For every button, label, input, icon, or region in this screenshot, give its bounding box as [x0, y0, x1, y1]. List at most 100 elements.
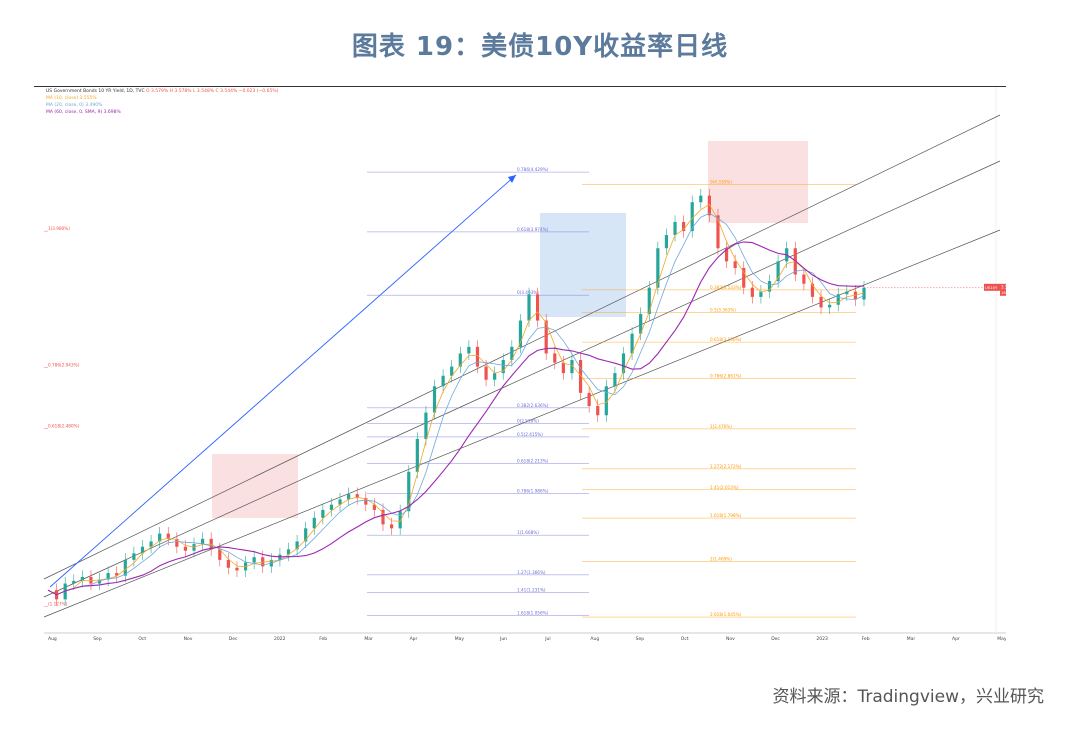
candle-body: [647, 287, 651, 314]
candle-body: [381, 509, 385, 525]
x-tick-label: Sep: [93, 636, 102, 642]
x-tick-label: Aug: [590, 636, 599, 642]
x-tick-label: Apr: [952, 636, 960, 642]
candle-body: [115, 573, 119, 576]
ma3-legend: MA (60, close, 0, SMA, 9) 3.698%: [46, 110, 121, 115]
candle-body: [286, 549, 291, 555]
fib-mid-label: 1(1.668%): [517, 530, 539, 535]
candle-body: [432, 386, 437, 413]
fib-left-label: 0.618(2.480%): [48, 423, 80, 428]
fib-mid-label: 1.618(1.056%): [517, 611, 549, 616]
fib-mid-label: 0.618(3.974%): [517, 227, 549, 232]
candle-body: [621, 353, 626, 374]
ohlc-values: O 3.579% H 3.578% L 3.548% C 3.544% −0.0…: [146, 89, 279, 94]
candle-body: [810, 283, 815, 297]
candle-body: [553, 353, 557, 363]
x-tick-label: May: [997, 636, 1006, 642]
last-price-countdown: 16:13:02: [1001, 290, 1006, 295]
candle-body: [707, 195, 711, 216]
candle-body: [441, 375, 445, 387]
channel-line-mid: [43, 160, 1001, 598]
fib-right-label: 1.272(2.172%): [710, 464, 742, 469]
fib-mid-label: 1.27(1.366%): [517, 570, 546, 575]
candle-body: [295, 541, 299, 550]
candle-body: [252, 557, 256, 563]
candle-body: [536, 294, 540, 321]
ma10-line: [47, 203, 865, 596]
candle-body: [587, 392, 591, 407]
candle-body: [664, 235, 669, 249]
candle-body: [862, 287, 866, 300]
x-tick-label: May: [455, 636, 465, 642]
candle-body: [493, 373, 497, 380]
candle-body: [132, 553, 136, 560]
trend-arrow: [49, 174, 517, 588]
candle-body: [80, 576, 84, 581]
candle-body: [158, 533, 162, 542]
candle-body: [415, 438, 419, 472]
top-box: [708, 141, 808, 223]
x-tick-label: Sep: [636, 636, 645, 642]
x-tick-label: Nov: [726, 636, 735, 642]
candle-body: [475, 346, 480, 367]
candle-body: [364, 498, 368, 505]
candle-body: [742, 267, 746, 288]
fib-right-label: 2(1.469%): [710, 556, 732, 561]
fib-mid-label: 0.786(4.429%): [517, 167, 549, 172]
fib-right-label: 0.382(3.533%): [710, 285, 742, 290]
x-tick-label: Apr: [410, 636, 418, 642]
x-tick-label: 2022: [274, 636, 286, 642]
fib-mid-label: 0.786(1.986%): [517, 488, 549, 493]
candle-body: [407, 471, 411, 512]
candle-body: [450, 366, 454, 376]
candle-body: [656, 248, 660, 288]
candle-body: [338, 499, 342, 505]
candle-body: [639, 313, 643, 334]
source-note: 资料来源：Tradingview，兴业研究: [772, 687, 1044, 707]
candle-body: [149, 541, 153, 547]
chart-panel: 54.900%4.750%4.500%4.300%4.100%3.900%3.7…: [34, 86, 1028, 647]
candle-body: [329, 504, 334, 510]
candle-body: [72, 580, 76, 584]
candle-body: [819, 296, 823, 308]
candle-body: [355, 494, 359, 499]
fib-right-label: 0.786(2.861%): [710, 373, 742, 378]
candle-body: [561, 362, 565, 374]
candle-body: [175, 538, 179, 547]
candle-body: [767, 281, 772, 292]
last-symbol-tag: [984, 283, 1000, 291]
yield-chart: 54.900%4.750%4.500%4.300%4.100%3.900%3.7…: [43, 87, 1028, 642]
candle-body: [235, 567, 239, 571]
correction-box: [540, 213, 626, 317]
candle-body: [759, 291, 763, 297]
candle-body: [372, 504, 376, 510]
candle-body: [716, 215, 720, 249]
candle-body: [733, 261, 737, 268]
candle-body: [853, 291, 858, 300]
candle-body: [544, 320, 548, 354]
trend-arrow-head: [508, 175, 516, 183]
fib-left-label: 1(3.980%): [48, 226, 70, 231]
x-tick-label: Dec: [229, 636, 238, 642]
x-tick-label: Oct: [681, 636, 689, 642]
candle-body: [699, 195, 703, 203]
candle-body: [304, 528, 308, 542]
x-tick-label: Oct: [138, 636, 146, 642]
candle-body: [424, 412, 428, 439]
candle-body: [467, 346, 471, 354]
last-symbol-label: US10Y: [985, 285, 998, 290]
candle-body: [673, 221, 677, 236]
candle-body: [226, 559, 230, 568]
x-tick-label: 2023: [816, 636, 828, 642]
candle-body: [321, 509, 325, 518]
last-price-value: 3.549%: [1001, 284, 1006, 289]
candle-body: [845, 291, 849, 295]
fib-right-label: 1.618(1.798%): [710, 513, 742, 518]
ma1-legend: MA (10, close) 3.555%: [46, 96, 97, 101]
candle-body: [398, 511, 402, 529]
symbol-label: US Government Bonds 10 YR Yield, 1D, TVC: [46, 89, 145, 94]
fib-right-label: 0(4.335%): [710, 179, 732, 184]
candle-body: [183, 546, 188, 551]
channel-line-upper: [43, 114, 1001, 580]
fib-mid-label: 1.41(1.231%): [517, 588, 546, 593]
